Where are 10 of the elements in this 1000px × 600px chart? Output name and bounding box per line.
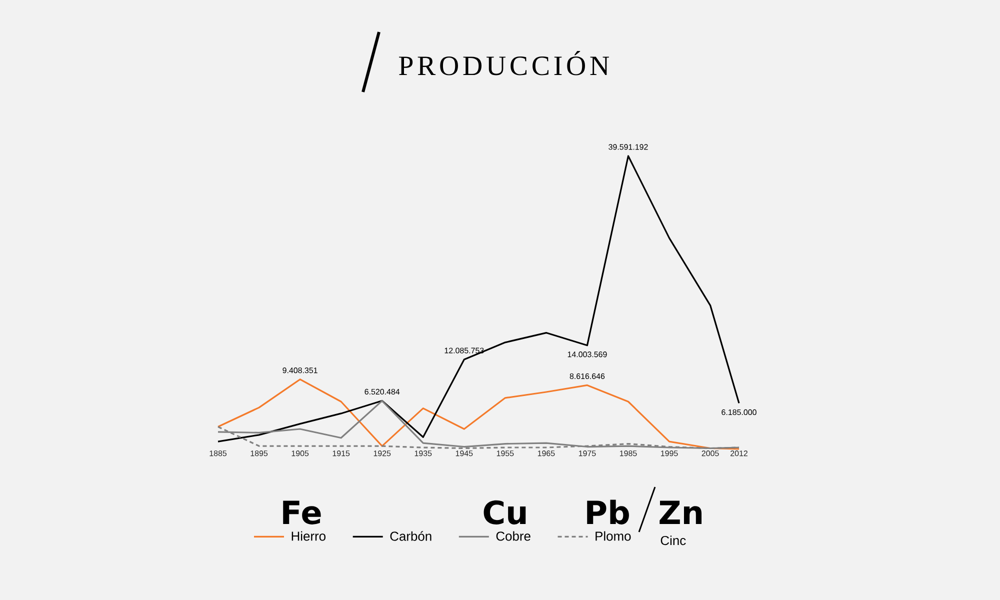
text: Pb bbox=[587, 500, 629, 524]
legend-label: Carbón bbox=[390, 531, 432, 541]
legend-label: Plomo bbox=[596, 531, 631, 541]
legend-label: Hierro bbox=[292, 531, 326, 541]
text: Zn bbox=[660, 500, 702, 524]
chart-title: PRODUCCIÓN bbox=[399, 51, 609, 76]
text: Cu bbox=[484, 500, 526, 524]
text: Fe bbox=[283, 500, 321, 524]
legend-label: Cobre bbox=[496, 531, 530, 541]
text: Cinc bbox=[660, 536, 686, 546]
